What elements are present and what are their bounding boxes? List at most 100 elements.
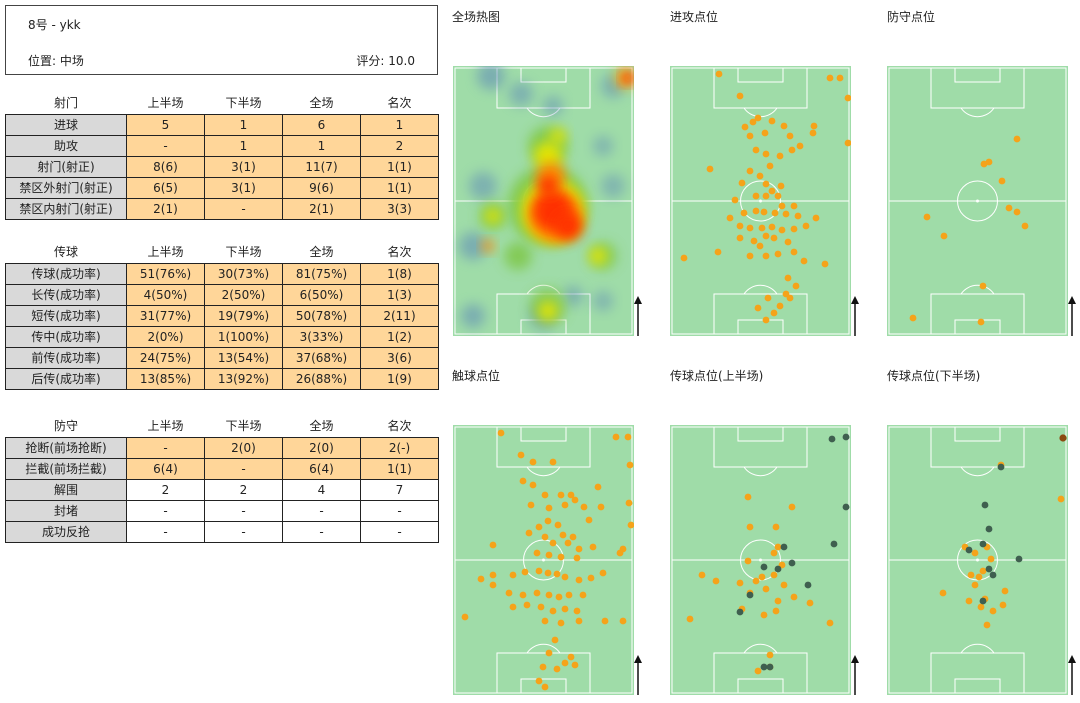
- passing-stats-table: 传球 上半场 下半场 全场 名次 传球(成功率) 51(76%) 30(73%) 81(75%)…: [5, 241, 439, 390]
- player-name: 8号 - ykk: [28, 18, 81, 32]
- attack-point: [790, 225, 798, 233]
- pass-success-point: [983, 621, 991, 629]
- table-row: 长传(成功率) 4(50%) 2(50%) 6(50%) 1(3): [5, 283, 439, 306]
- touch-point: [533, 549, 541, 557]
- table-row: 传球(成功率) 51(76%) 30(73%) 81(75%) 1(8): [5, 262, 439, 285]
- pass-success-point: [772, 607, 780, 615]
- table-row: 前传(成功率) 24(75%) 13(54%) 37(68%) 3(6): [5, 346, 439, 369]
- pass-fail-point: [828, 435, 836, 443]
- pass-success-point: [971, 549, 979, 557]
- attack-point: [714, 248, 722, 256]
- pass-fail-point: [760, 563, 768, 571]
- touch-point: [612, 433, 620, 441]
- attack-point: [792, 282, 800, 290]
- defense-title: 防守点位: [887, 10, 936, 24]
- attack-point: [736, 234, 744, 242]
- pass-success-point: [967, 571, 975, 579]
- touch-point: [545, 504, 553, 512]
- heat-blob: [477, 66, 505, 90]
- pass-fail-point: [780, 543, 788, 551]
- touch-point: [561, 605, 569, 613]
- row-label: 封堵: [5, 499, 127, 522]
- touch-point: [625, 499, 633, 507]
- table-cell: 24(75%): [126, 346, 205, 369]
- row-label: 短传(成功率): [5, 304, 127, 327]
- pass-success-point: [965, 597, 973, 605]
- pass-key-point: [1059, 434, 1067, 442]
- pass-success-point: [698, 571, 706, 579]
- touch-point: [594, 483, 602, 491]
- table-cell: 30(73%): [204, 262, 283, 285]
- table-cell: 7: [360, 478, 439, 501]
- attack-point: [680, 254, 688, 262]
- touch-point: [541, 533, 549, 541]
- table-header-row: 射门 上半场 下半场 全场 名次: [6, 92, 439, 114]
- attack-point: [715, 70, 723, 78]
- table-cell: 13(54%): [204, 346, 283, 369]
- attack-point: [768, 187, 776, 195]
- defense-point: [1021, 222, 1029, 230]
- column-header: 下半场: [225, 419, 262, 434]
- table-cell: 2(11): [360, 304, 439, 327]
- attack-point: [731, 196, 739, 204]
- touch-pitch: [453, 425, 634, 695]
- pass-success-point: [766, 651, 774, 659]
- touch-point: [601, 617, 609, 625]
- row-label: 助攻: [5, 134, 127, 157]
- attack-point: [736, 92, 744, 100]
- table-cell: 1: [204, 113, 283, 136]
- touch-point: [509, 603, 517, 611]
- touch-point: [529, 481, 537, 489]
- attack-point: [770, 309, 778, 317]
- attack-point: [784, 238, 792, 246]
- pass-success-point: [788, 503, 796, 511]
- pitch-lines: [454, 426, 633, 694]
- pass-fail-point: [788, 559, 796, 567]
- touch-point: [619, 617, 627, 625]
- attack-direction-arrow-icon: [1068, 655, 1076, 695]
- defense-point: [977, 318, 985, 326]
- table-cell: -: [126, 499, 205, 522]
- attack-point: [800, 257, 808, 265]
- table-header-row: 防守 上半场 下半场 全场 名次: [6, 415, 439, 437]
- table-cell: -: [204, 520, 283, 543]
- attack-point: [746, 252, 754, 260]
- attack-point: [777, 182, 785, 190]
- row-label: 成功反抢: [5, 520, 127, 543]
- attack-direction-arrow-icon: [634, 296, 642, 336]
- table-cell: 26(88%): [282, 367, 361, 390]
- heat-blob: [461, 304, 485, 328]
- attack-point: [778, 202, 786, 210]
- attack-point: [776, 152, 784, 160]
- touch-point: [549, 539, 557, 547]
- table-cell: -: [204, 499, 283, 522]
- row-label: 拦截(前场拦截): [5, 457, 127, 480]
- attack-point: [746, 132, 754, 140]
- pass-success-point: [939, 589, 947, 597]
- attack-point: [836, 74, 844, 82]
- touch-point: [565, 591, 573, 599]
- table-cell: 8(6): [126, 155, 205, 178]
- column-header: 全场: [309, 245, 334, 260]
- table-row: 成功反抢 - - - -: [5, 520, 439, 543]
- touch-point: [599, 569, 607, 577]
- touch-point: [489, 581, 497, 589]
- touch-point: [626, 461, 634, 469]
- attack-point: [764, 294, 772, 302]
- heat-blob: [550, 128, 566, 144]
- attack-point: [790, 248, 798, 256]
- pass-success-point: [772, 523, 780, 531]
- row-label: 禁区外射门(射正): [5, 176, 127, 199]
- pass-success-point: [686, 615, 694, 623]
- defense-point: [998, 177, 1006, 185]
- table-cell: -: [126, 134, 205, 157]
- touch-point: [589, 543, 597, 551]
- table-cell: -: [204, 197, 283, 220]
- attack-point: [826, 74, 834, 82]
- touch-point: [535, 567, 543, 575]
- pass-fail-point: [979, 540, 987, 548]
- touch-point: [585, 516, 593, 524]
- pass-success-point: [780, 581, 788, 589]
- attack-point: [740, 209, 748, 217]
- touch-point: [579, 591, 587, 599]
